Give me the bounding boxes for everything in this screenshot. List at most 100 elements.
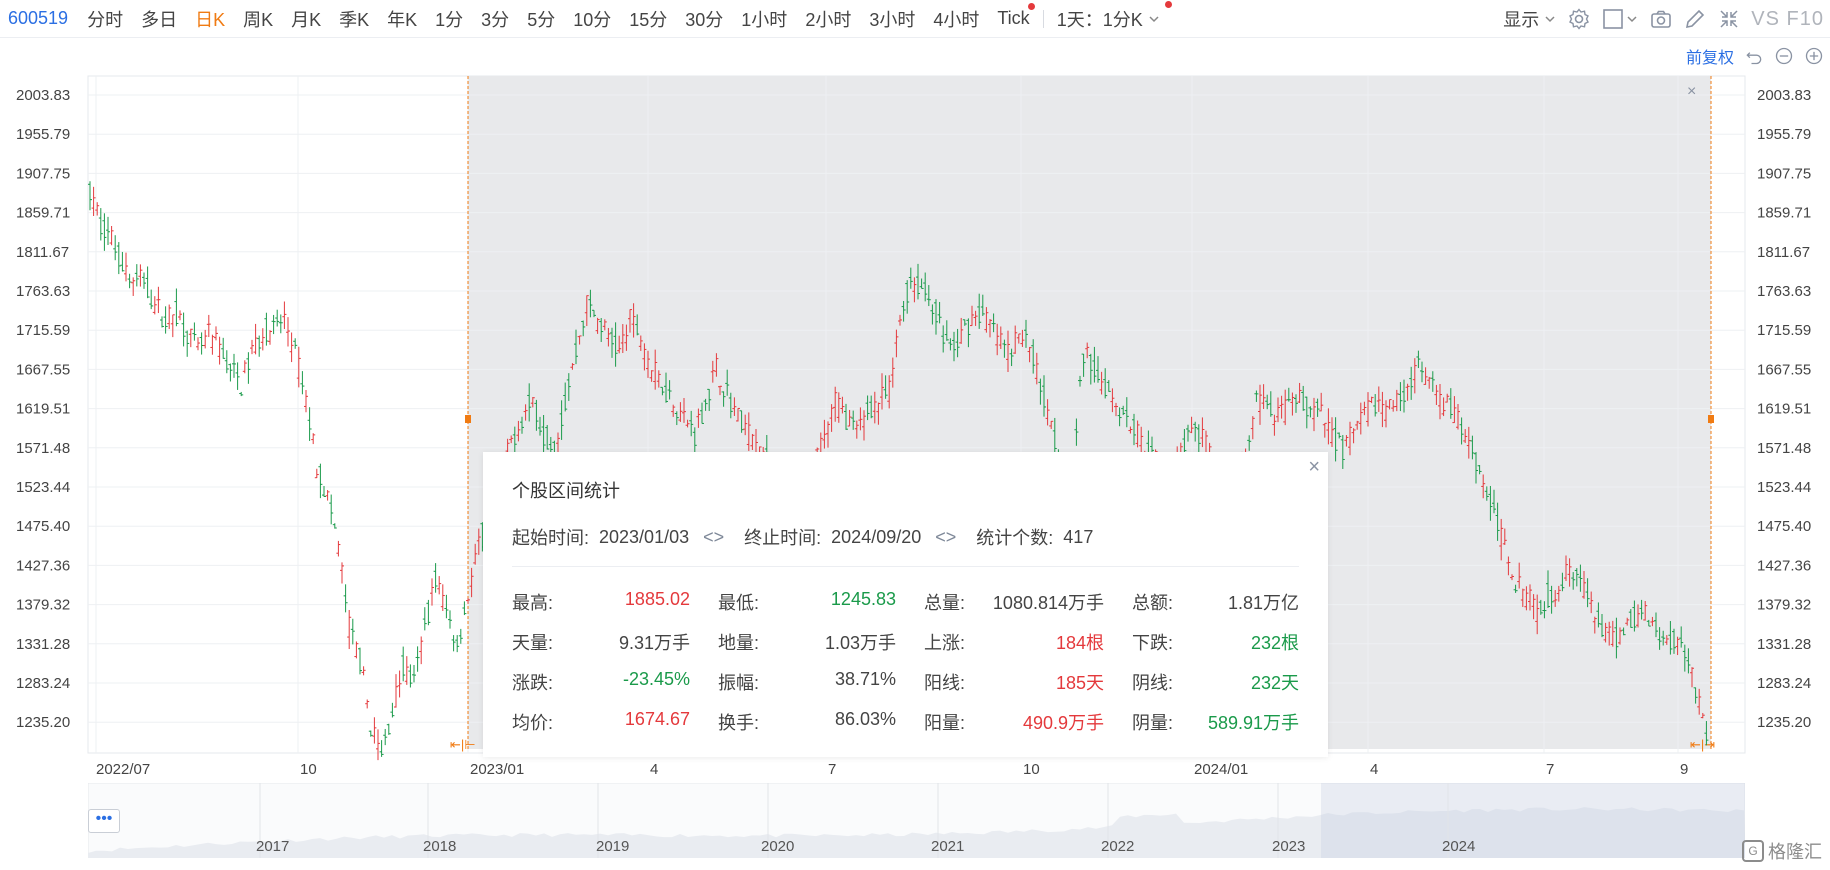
ohlc-bar	[1132, 413, 1136, 446]
y-tick-label: 2003.83	[16, 87, 70, 104]
period-tab[interactable]: 年K	[387, 9, 418, 30]
ohlc-bar	[1135, 420, 1140, 448]
ohlc-bar	[1513, 584, 1518, 593]
adjust-end-icon[interactable]: <>	[935, 526, 957, 547]
ohlc-bar	[1405, 383, 1410, 401]
ohlc-bar	[1200, 417, 1205, 448]
ohlc-bar	[1610, 620, 1615, 647]
ohlc-bar	[260, 328, 265, 351]
ohlc-bar	[1340, 435, 1345, 469]
ohlc-bar	[660, 386, 665, 396]
ohlc-bar	[167, 304, 172, 330]
period-tab[interactable]: 2小时	[805, 9, 852, 30]
ohlc-bar	[88, 181, 92, 211]
period-tab[interactable]: 4小时	[933, 9, 980, 30]
ohlc-bar	[916, 263, 920, 300]
range-navigator[interactable]: 2017 2018 2019 2020 2021 2022 2023 2024	[88, 783, 1745, 858]
ohlc-bar	[1481, 474, 1486, 499]
layout-dropdown[interactable]	[1601, 7, 1639, 31]
ohlc-bar	[736, 407, 740, 422]
ohlc-bar	[1654, 612, 1658, 638]
settings-icon[interactable]	[1567, 7, 1591, 31]
stat-label: 均价:	[512, 713, 554, 733]
collapse-icon[interactable]	[1717, 7, 1741, 31]
stock-code[interactable]: 600519	[8, 8, 69, 28]
period-tab[interactable]: 5分	[527, 9, 556, 30]
period-tab[interactable]: 季K	[339, 9, 370, 30]
period-tab[interactable]: Tick	[988, 3, 1038, 29]
ohlc-bar	[1423, 367, 1428, 385]
stat-value: 232根	[1250, 633, 1299, 653]
period-tab[interactable]: 月K	[291, 9, 322, 30]
ohlc-bar	[1348, 421, 1352, 456]
x-tick-label: 9	[1680, 761, 1688, 778]
period-tab[interactable]: 多日	[141, 9, 178, 30]
start-date[interactable]: 2023/01/03	[599, 526, 690, 547]
more-menu-button[interactable]: •••	[88, 809, 120, 833]
ohlc-bar	[268, 330, 272, 345]
ohlc-bar	[1459, 417, 1464, 445]
ohlc-bar	[1452, 396, 1457, 424]
stat-cell: 上涨: 184根	[924, 629, 1132, 655]
ohlc-bar	[1358, 402, 1363, 435]
adjust-mode[interactable]: 前复权	[1685, 50, 1734, 67]
ohlc-bar	[1387, 399, 1392, 410]
ohlc-bar	[1031, 339, 1036, 374]
ohlc-bar	[1636, 604, 1640, 628]
y-tick-label: 1715.59	[16, 322, 70, 339]
camera-icon[interactable]	[1649, 7, 1673, 31]
close-icon[interactable]: ×	[1308, 456, 1320, 478]
ohlc-bar	[620, 324, 625, 354]
ohlc-bar	[1290, 392, 1295, 416]
ohlc-bar	[923, 272, 928, 302]
ohlc-bar	[1445, 393, 1450, 403]
ohlc-bar	[1330, 417, 1334, 448]
period-tab[interactable]: 日K	[195, 9, 226, 30]
ohlc-bar	[721, 391, 726, 407]
end-label: 终止时间:	[744, 528, 822, 548]
ohlc-bar	[469, 567, 474, 598]
ohlc-bar	[1664, 635, 1669, 645]
ohlc-bar	[869, 395, 874, 419]
x-tick-label: 2023/01	[470, 761, 524, 778]
vs-f10-button[interactable]: VS F10	[1751, 7, 1824, 30]
navigator-year-label: 2021	[931, 838, 964, 855]
ohlc-bar	[1618, 627, 1622, 645]
zoom-out-icon[interactable]	[1774, 46, 1794, 66]
ohlc-bar	[1628, 609, 1633, 628]
period-tab[interactable]: 周K	[243, 9, 274, 30]
stat-value: 1.03万手	[824, 633, 896, 653]
period-select[interactable]: 1天：1分K	[1048, 0, 1172, 32]
period-tab[interactable]: 30分	[685, 9, 724, 30]
period-tab[interactable]: 15分	[629, 9, 668, 30]
stat-cell: 下跌: 232根	[1132, 629, 1299, 655]
pen-icon[interactable]	[1683, 7, 1707, 31]
navigator-year-label: 2018	[423, 838, 456, 855]
ohlc-bar	[275, 309, 280, 327]
ohlc-bar	[710, 360, 715, 383]
display-dropdown[interactable]: 显示	[1503, 6, 1557, 32]
period-tab[interactable]: 1小时	[741, 9, 788, 30]
end-date[interactable]: 2024/09/20	[831, 526, 922, 547]
ohlc-bar	[732, 397, 737, 416]
ohlc-bar	[617, 335, 622, 354]
ohlc-bar	[1542, 601, 1547, 619]
ohlc-bar	[300, 371, 305, 395]
period-tab[interactable]: 3小时	[869, 9, 916, 30]
ohlc-bar	[1186, 424, 1190, 442]
period-tab[interactable]: 10分	[573, 9, 612, 30]
period-tab[interactable]: 3分	[481, 9, 510, 30]
ohlc-bar	[944, 320, 949, 341]
period-tab[interactable]: 分时	[87, 9, 124, 30]
ohlc-bar	[214, 326, 218, 341]
ohlc-bar	[1589, 591, 1594, 614]
period-tab[interactable]: 1分	[435, 9, 464, 30]
navigator-year-label: 2017	[256, 838, 289, 855]
ohlc-bar	[1700, 712, 1705, 719]
ohlc-bar	[610, 327, 614, 358]
zoom-in-icon[interactable]	[1804, 46, 1824, 66]
adjust-start-icon[interactable]: <>	[703, 526, 725, 547]
ohlc-bar	[574, 329, 578, 365]
y-tick-label: 1667.55	[1757, 361, 1811, 378]
undo-icon[interactable]	[1744, 46, 1764, 66]
